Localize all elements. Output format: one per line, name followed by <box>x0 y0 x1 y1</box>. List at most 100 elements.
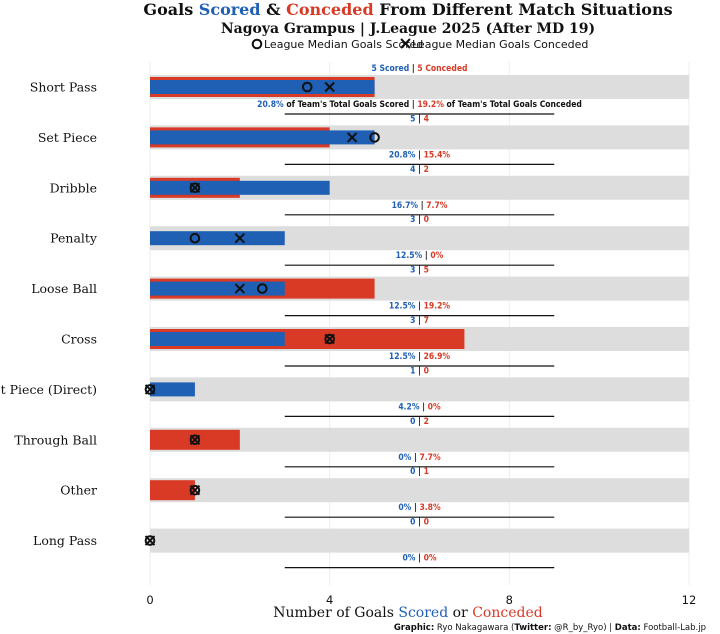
category-label: Dribble <box>50 180 97 195</box>
count-conceded-value: 4 <box>424 114 429 124</box>
category-label: Loose Ball <box>31 281 97 296</box>
median-scored-marker <box>189 182 201 194</box>
count-conceded-value: 7 <box>424 316 429 326</box>
pct-separator: | <box>415 150 423 160</box>
median-scored-marker <box>189 232 201 244</box>
percent-label: 20.8% | 15.4% <box>389 150 451 160</box>
count-separator: | <box>409 64 417 74</box>
count-label: 0 | 2 <box>410 417 429 427</box>
pct-conceded-value: 7.7% <box>419 453 441 463</box>
count-scored-value: 3 <box>410 215 415 225</box>
median-conceded-marker <box>234 232 246 244</box>
count-scored-value: 0 <box>410 417 415 427</box>
pct-conceded-value: 26.9% <box>424 352 451 362</box>
category-label: Penalty <box>50 231 98 246</box>
legend-x-marker <box>400 38 411 49</box>
x-tick-label: 8 <box>506 593 513 607</box>
count-separator: | <box>415 518 423 528</box>
percent-label: 12.5% | 19.2% <box>389 302 451 312</box>
title-conceded-word: Conceded <box>286 0 374 19</box>
category-label: Short Pass <box>30 80 97 95</box>
category-row: Set Piece (Direct) 1 | 0 4.2% | 0% <box>0 366 689 417</box>
chart-title: Goals Scored & Conceded From Different M… <box>143 0 672 19</box>
percent-label: 0% | 0% <box>402 554 436 564</box>
xlabel-prefix: Number of Goals <box>273 605 398 621</box>
title-suffix: From Different Match Situations <box>374 0 673 19</box>
bar-scored <box>150 231 285 246</box>
median-scored-marker <box>324 333 335 345</box>
count-scored-value: 0 <box>410 467 415 477</box>
pct-conceded-value: 19.2% <box>424 302 451 312</box>
median-conceded-marker <box>144 384 156 395</box>
footer-graphic-value: Ryo Nakagawara ( <box>434 623 514 633</box>
footer-twitter-value: @R_by_Ryo) | <box>551 623 614 633</box>
median-scored-marker <box>301 81 313 93</box>
category-label: Other <box>60 483 97 498</box>
count-scored-value: 3 <box>410 316 415 326</box>
median-conceded-marker <box>234 283 246 294</box>
category-row: Loose Ball 3 | 5 12.5% | 19.2% <box>31 266 689 317</box>
median-conceded-marker <box>324 81 335 93</box>
legend-median-scored: League Median Goals Scored <box>264 38 423 51</box>
pct-scored-value: 12.5% <box>389 352 416 362</box>
bar-conceded <box>150 480 195 501</box>
chart-subtitle: Nagoya Grampus | J.League 2025 (After MD… <box>221 21 595 37</box>
pct-scored-text: of Team's Total Goals Scored <box>284 100 410 110</box>
plot-area: Short Pass 5 Scored | 5 Conceded 20.8% of … <box>0 62 690 585</box>
count-separator: | <box>415 165 423 175</box>
category-row: Long Pass 0 | 0 0% | 0% <box>33 518 689 569</box>
pct-conceded-value: 0% <box>424 554 437 564</box>
title-amp: & <box>261 0 287 19</box>
x-axis: 0 4 8 12 <box>146 593 696 607</box>
xlabel-conceded-word: Conceded <box>472 605 543 621</box>
pct-scored-value: 16.7% <box>392 201 419 211</box>
bar-scored <box>150 332 285 346</box>
bar-scored <box>150 281 285 296</box>
xlabel-scored-word: Scored <box>398 605 448 621</box>
title-scored-word: Scored <box>199 0 261 19</box>
median-conceded-marker-stroke-2 <box>346 132 358 143</box>
count-separator: | <box>415 467 423 477</box>
count-label: 0 | 1 <box>410 467 429 477</box>
pct-scored-value: 20.8% <box>389 150 416 160</box>
category-row: Dribble 4 | 2 16.7% | 7.7% <box>50 165 689 216</box>
median-scored-marker <box>144 535 156 546</box>
count-separator: | <box>415 316 423 326</box>
count-label: 1 | 0 <box>410 366 429 376</box>
count-conceded-word: Conceded <box>423 64 468 74</box>
percent-label: 0% | 3.8% <box>398 503 441 513</box>
count-label: 4 | 2 <box>410 165 429 175</box>
pct-separator: | <box>418 201 426 211</box>
category-label: Long Pass <box>33 533 97 548</box>
median-conceded-marker-stroke-2 <box>189 434 201 446</box>
median-conceded-marker <box>189 182 201 194</box>
xlabel-mid: or <box>448 605 472 621</box>
pct-scored-value: 20.8% <box>257 100 284 110</box>
median-conceded-marker <box>346 132 358 143</box>
percent-label: 20.8% of Team's Total Goals Scored | 19.… <box>257 100 582 110</box>
median-conceded-marker <box>324 333 335 345</box>
percent-label: 4.2% | 0% <box>398 402 441 412</box>
pct-scored-value: 0% <box>398 453 411 463</box>
count-scored-value: 5 <box>371 64 376 74</box>
count-scored-value: 5 <box>410 114 415 124</box>
median-conceded-marker-stroke-2 <box>324 81 335 93</box>
count-label: 5 Scored | 5 Conceded <box>371 64 467 74</box>
median-scored-marker <box>369 132 380 143</box>
median-conceded-marker-stroke-2 <box>144 384 156 395</box>
pct-separator: | <box>415 554 423 564</box>
category-row: Short Pass 5 Scored | 5 Conceded 20.8% of … <box>30 64 689 115</box>
percent-label: 12.5% | 0% <box>396 251 444 261</box>
pct-separator: | <box>411 453 419 463</box>
category-label: Set Piece (Direct) <box>0 382 97 397</box>
x-tick-label: 4 <box>326 593 333 607</box>
pct-separator: | <box>422 251 430 261</box>
count-conceded-value: 0 <box>424 366 429 376</box>
count-conceded-value: 5 <box>417 64 422 74</box>
count-conceded-value: 2 <box>424 165 429 175</box>
median-conceded-marker-stroke-2 <box>144 535 156 546</box>
count-separator: | <box>415 114 423 124</box>
pct-conceded-value: 3.8% <box>419 503 441 513</box>
median-conceded-marker <box>144 535 156 546</box>
